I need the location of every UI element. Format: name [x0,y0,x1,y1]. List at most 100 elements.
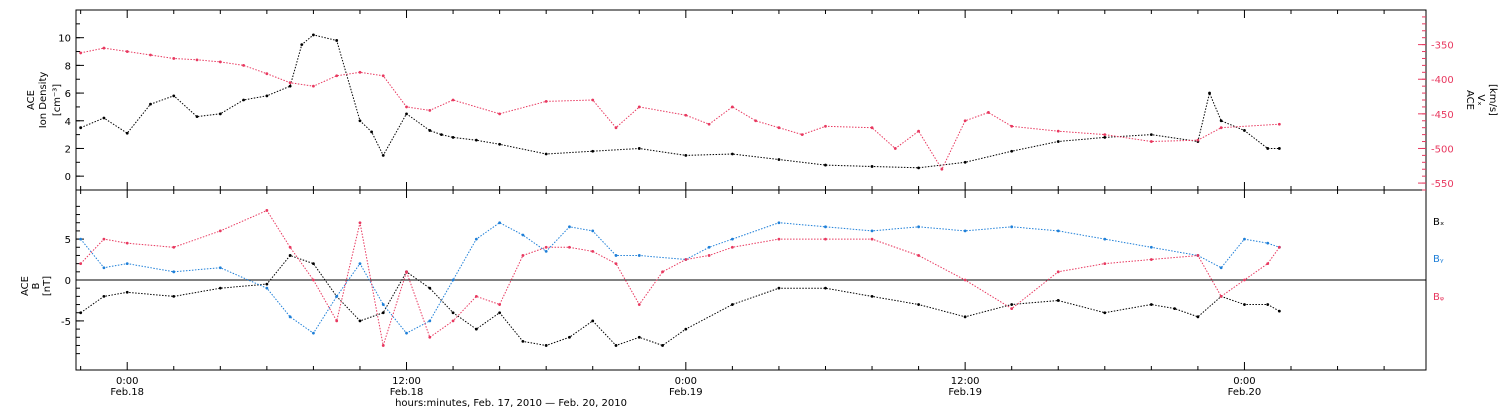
vx-point [288,81,292,85]
density-point [195,115,199,119]
bx-point [963,315,967,319]
vx-point [637,105,641,109]
bz-point [1056,270,1060,274]
by-point [428,319,432,323]
by-point [79,237,83,241]
bz-point [870,237,874,241]
legend-bz: Bᵩ [1433,292,1444,303]
legend-bx: Bₓ [1433,217,1444,228]
bz-point [730,245,734,249]
by-point [1266,241,1270,245]
density-point [474,138,478,142]
bx-point [428,286,432,290]
bz-point [498,303,502,306]
bz-point [1196,254,1200,257]
x-axis-title: hours:minutes, Feb. 17, 2010 — Feb. 20, … [395,398,627,409]
vx-point [451,98,455,102]
by-point [1219,266,1223,270]
density-point [1010,149,1014,153]
bz-point [451,319,455,323]
density-point [300,43,304,47]
vx-label-line2: Vₓ [1475,94,1486,105]
bx-point [288,254,292,257]
density-point [963,160,967,164]
density-trace [80,34,1280,169]
by-point [637,254,641,257]
x-tick-label-time: 0:00 [1233,376,1255,387]
bx-point [1266,303,1270,306]
density-point [335,39,339,42]
by-point [870,229,874,233]
bz-point [381,344,385,347]
bz-point [824,237,827,241]
bx-point [79,311,83,315]
by-point [288,315,292,319]
vx-tick-label: -400 [1431,75,1454,86]
x-tick-label-time: 12:00 [951,376,980,387]
vx-tick-label: -450 [1431,110,1454,121]
bz-point [335,319,339,323]
density-point [544,152,548,156]
bz-point [684,258,688,261]
density-point [149,102,152,106]
vx-trace [80,47,1280,171]
by-point [498,221,502,225]
bx-point [730,303,734,306]
vx-point [195,58,199,62]
by-point [335,294,339,298]
density-point [730,152,734,156]
vx-point [1196,138,1200,142]
by-point [1010,225,1014,229]
vx-point [544,99,548,103]
bz-point [591,249,595,253]
bx-point [544,344,548,347]
bx-point [125,290,129,294]
by-point [265,286,269,290]
vx-point [102,46,106,50]
vx-point [172,57,176,60]
density-tick-label: 0 [65,172,71,183]
density-tick-label: 4 [65,117,71,128]
vx-tick-label: -350 [1431,41,1454,52]
by-point [824,225,827,229]
by-point [521,233,525,237]
density-point [288,84,292,88]
bx-point [312,262,315,266]
density-point [405,112,408,116]
density-tick-label: 10 [58,34,71,45]
bx-point [568,335,571,339]
density-point [79,126,83,130]
bz-point [1149,258,1153,261]
bz-point [614,262,618,266]
vx-label-line1: ACE [1464,90,1475,110]
bz-point [358,221,362,225]
vx-point [707,122,711,126]
x-tick-label-date: Feb.18 [110,387,144,398]
by-point [1149,245,1153,249]
density-point [172,94,176,98]
vx-point [1149,140,1153,143]
by-point [614,254,618,257]
bz-point [125,241,129,245]
bz-point [1266,262,1270,266]
density-point [242,98,245,102]
density-point [312,33,315,37]
vx-point [381,74,385,78]
vx-point [1219,126,1223,130]
density-point [440,133,443,137]
bz-point [707,254,711,257]
vx-point [987,111,990,114]
by-point [451,278,455,282]
by-point [474,237,478,241]
density-point [684,153,688,157]
density-point [591,149,595,153]
vx-tick-label: -550 [1431,179,1454,190]
vx-point [242,63,245,67]
bx-point [498,311,502,315]
bx-point [265,282,269,286]
density-point [824,163,827,167]
by-point [358,262,362,266]
density-point [428,129,432,132]
density-point [870,165,874,168]
